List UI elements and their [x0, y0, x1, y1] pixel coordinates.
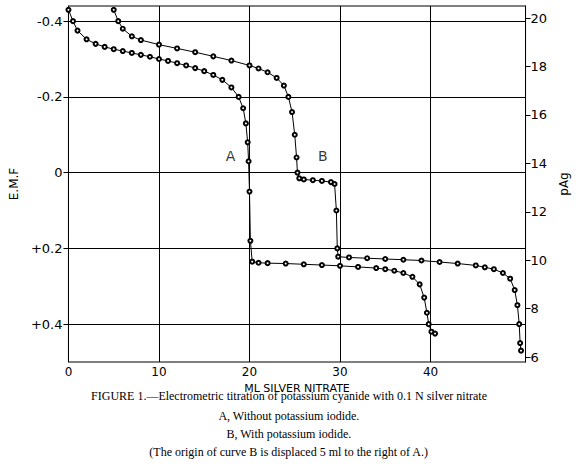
svg-text:16: 16 [531, 107, 548, 122]
svg-text:A: A [226, 148, 236, 164]
svg-text:-0.4: -0.4 [37, 14, 62, 29]
svg-text:+0.4: +0.4 [31, 317, 63, 332]
svg-text:18: 18 [531, 59, 548, 74]
svg-text:B: B [318, 148, 328, 164]
svg-text:20: 20 [242, 365, 257, 379]
svg-text:12: 12 [531, 204, 548, 219]
svg-text:ML SILVER NITRATE: ML SILVER NITRATE [244, 382, 350, 395]
svg-text:A, Without potassium iodide.: A, Without potassium iodide. [218, 409, 359, 423]
svg-text:E.M.F: E.M.F [7, 168, 21, 201]
svg-text:B, With potassium iodide.: B, With potassium iodide. [226, 427, 351, 441]
svg-text:(The origin of curve B is disp: (The origin of curve B is displaced 5 ml… [149, 445, 428, 459]
svg-text:20: 20 [531, 11, 548, 26]
svg-text:FIGURE 1.—Electrometric titrat: FIGURE 1.—Electrometric titration of pot… [91, 389, 487, 403]
svg-text:8: 8 [531, 301, 539, 316]
svg-text:pAg: pAg [557, 172, 571, 195]
svg-text:14: 14 [531, 156, 548, 171]
svg-text:10: 10 [531, 253, 548, 268]
svg-text:30: 30 [332, 365, 347, 379]
svg-text:-0.2: -0.2 [37, 89, 62, 104]
svg-text:+0.2: +0.2 [31, 241, 63, 256]
svg-text:40: 40 [423, 365, 438, 379]
svg-text:0: 0 [65, 365, 73, 379]
svg-text:10: 10 [151, 365, 166, 379]
svg-text:0: 0 [54, 165, 62, 180]
svg-text:6: 6 [531, 350, 539, 365]
